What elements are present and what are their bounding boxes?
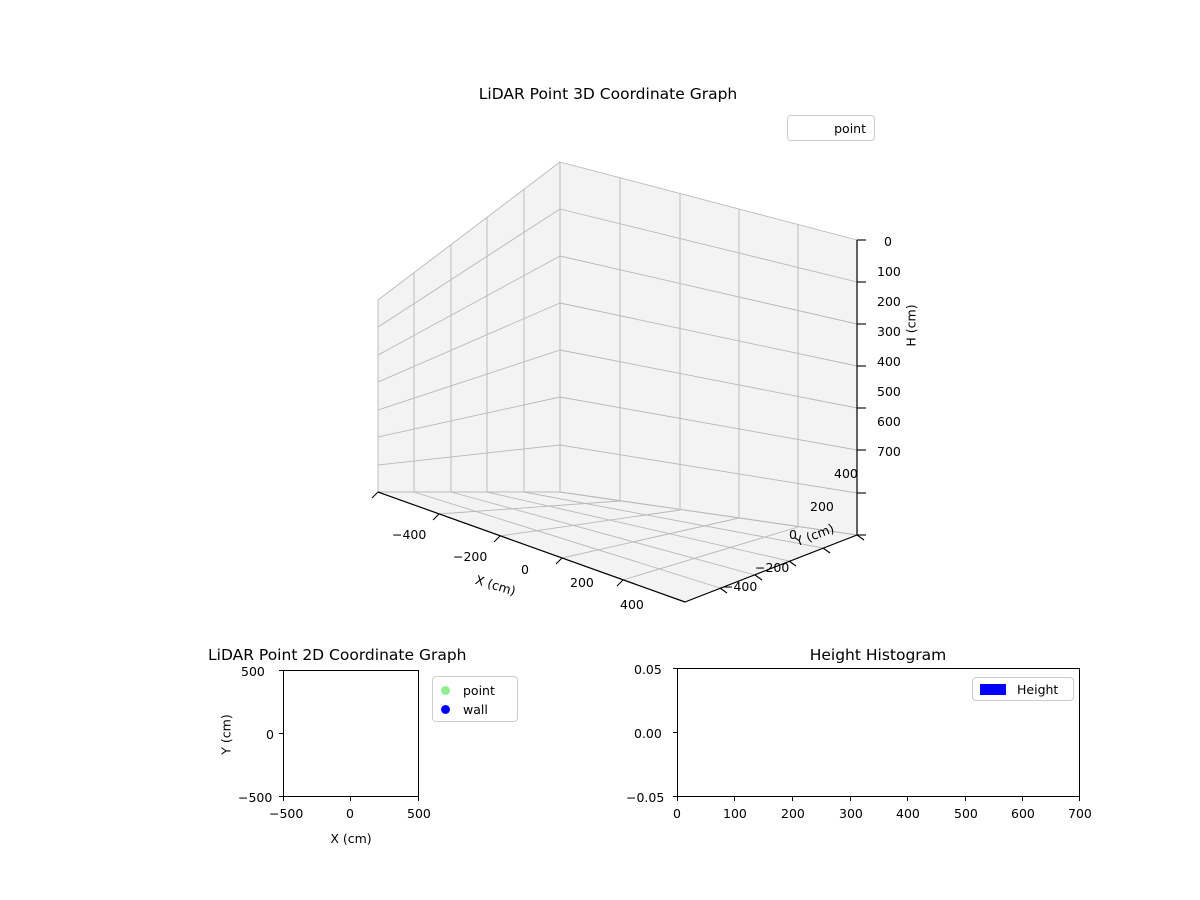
histogram-xtick-label: 500 [954,806,978,821]
plot3d-ztick-label: 500 [877,384,901,399]
plot3d-xticks [371,491,624,587]
plot3d-ytick-label: 0 [789,527,797,542]
histogram-xtick-label: 0 [673,806,681,821]
plot2d-ytick-label: 500 [241,664,265,679]
plot3d-xtick-label: −200 [453,549,488,564]
histogram-xtick-label: 700 [1068,806,1092,821]
histogram-ytick-label: 0.00 [634,726,662,741]
plot2d-xtick-label: 500 [407,806,431,821]
plot2d-axes[interactable] [283,670,419,797]
plot3d-ytick-label: 400 [834,466,858,481]
histogram-legend-label: Height [1017,681,1059,697]
plot2d-yaxis-label: Y (cm) [218,714,234,755]
plot3d-ztick-label: 0 [884,234,892,249]
plot3d-ztick-label: 100 [877,264,901,279]
histogram-ytick-mark [673,796,677,798]
histogram-ytick-mark [673,668,677,670]
plot2d-legend-row-wall[interactable]: wall [441,700,511,719]
plot2d-xtick-mark [418,797,420,801]
histogram-ytick-label: 0.05 [634,662,662,677]
histogram-xtick-mark [1079,797,1081,801]
plot3d-yticks [719,534,865,594]
plot2d-xtick-mark [283,797,285,801]
histogram-ytick-label: −0.05 [626,790,665,805]
plot3d-axes[interactable] [300,110,920,640]
plot2d-legend-label: point [463,683,495,698]
histogram-xtick-mark [1022,797,1024,801]
plot3d-ztick-label: 600 [877,414,901,429]
plot3d-pane-right [560,162,857,535]
plot2d-xaxis-label: X (cm) [330,831,372,846]
histogram-ytick-mark [673,732,677,734]
histogram-xtick-mark [850,797,852,801]
plot2d-title: LiDAR Point 2D Coordinate Graph [208,646,467,664]
plot2d-legend-label: wall [463,702,488,717]
plot3d-ztick-label: 300 [877,324,901,339]
plot2d-legend-row-point[interactable]: point [441,681,511,700]
plot2d-ytick-label: 0 [266,727,274,742]
histogram-xtick-mark [734,797,736,801]
plot3d-xtick-label: 0 [521,562,529,577]
plot3d-pane-left [378,162,560,492]
histogram-xtick-mark [792,797,794,801]
histogram-xtick-label: 600 [1011,806,1035,821]
plot3d-legend-label: point [834,121,866,136]
point-marker-icon [819,124,828,133]
plot3d-xtick-label: 200 [570,575,594,590]
plot3d-ytick-label: −400 [723,579,758,594]
plot3d-xtick-label: 400 [620,597,644,612]
plot3d-pane-floor [378,492,857,602]
point-marker-icon [441,686,450,695]
plot2d-xtick-mark [350,797,352,801]
histogram-xtick-label: 300 [839,806,863,821]
plot3d-ztick-label: 200 [877,294,901,309]
wall-marker-icon [441,705,450,714]
plot3d-zaxis-label: H (cm) [903,304,919,347]
plot2d-xtick-label: −500 [269,806,304,821]
plot3d-ztick-label: 700 [877,444,901,459]
histogram-legend[interactable]: Height [972,677,1074,701]
plot3d-legend-row[interactable]: point [792,119,866,138]
plot3d-legend[interactable]: point [787,115,875,141]
histogram-xtick-mark [907,797,909,801]
plot3d-ytick-label: 200 [810,499,834,514]
histogram-xtick-label: 100 [723,806,747,821]
plot2d-xtick-label: 0 [346,806,354,821]
plot2d-legend[interactable]: point wall [432,676,518,722]
plot2d-ytick-label: −500 [238,790,273,805]
histogram-xtick-label: 200 [781,806,805,821]
plot3d-axis-spines [377,240,858,603]
plot2d-ytick-mark [279,796,283,798]
plot2d-ytick-mark [279,670,283,672]
plot3d-ytick-label: −200 [755,560,790,575]
histogram-xtick-mark [965,797,967,801]
plot2d-ytick-mark [279,733,283,735]
plot3d-ztick-label: 400 [877,354,901,369]
histogram-xtick-label: 400 [896,806,920,821]
histogram-title: Height Histogram [809,646,947,664]
histogram-xtick-mark [677,797,679,801]
plot3d-gridlines [377,161,858,603]
plot3d-xtick-label: −400 [392,527,427,542]
plot3d-zticks [857,239,866,536]
plot3d-canvas [371,161,866,603]
height-patch-icon [980,683,1006,695]
plot3d-title: LiDAR Point 3D Coordinate Graph [478,85,738,103]
